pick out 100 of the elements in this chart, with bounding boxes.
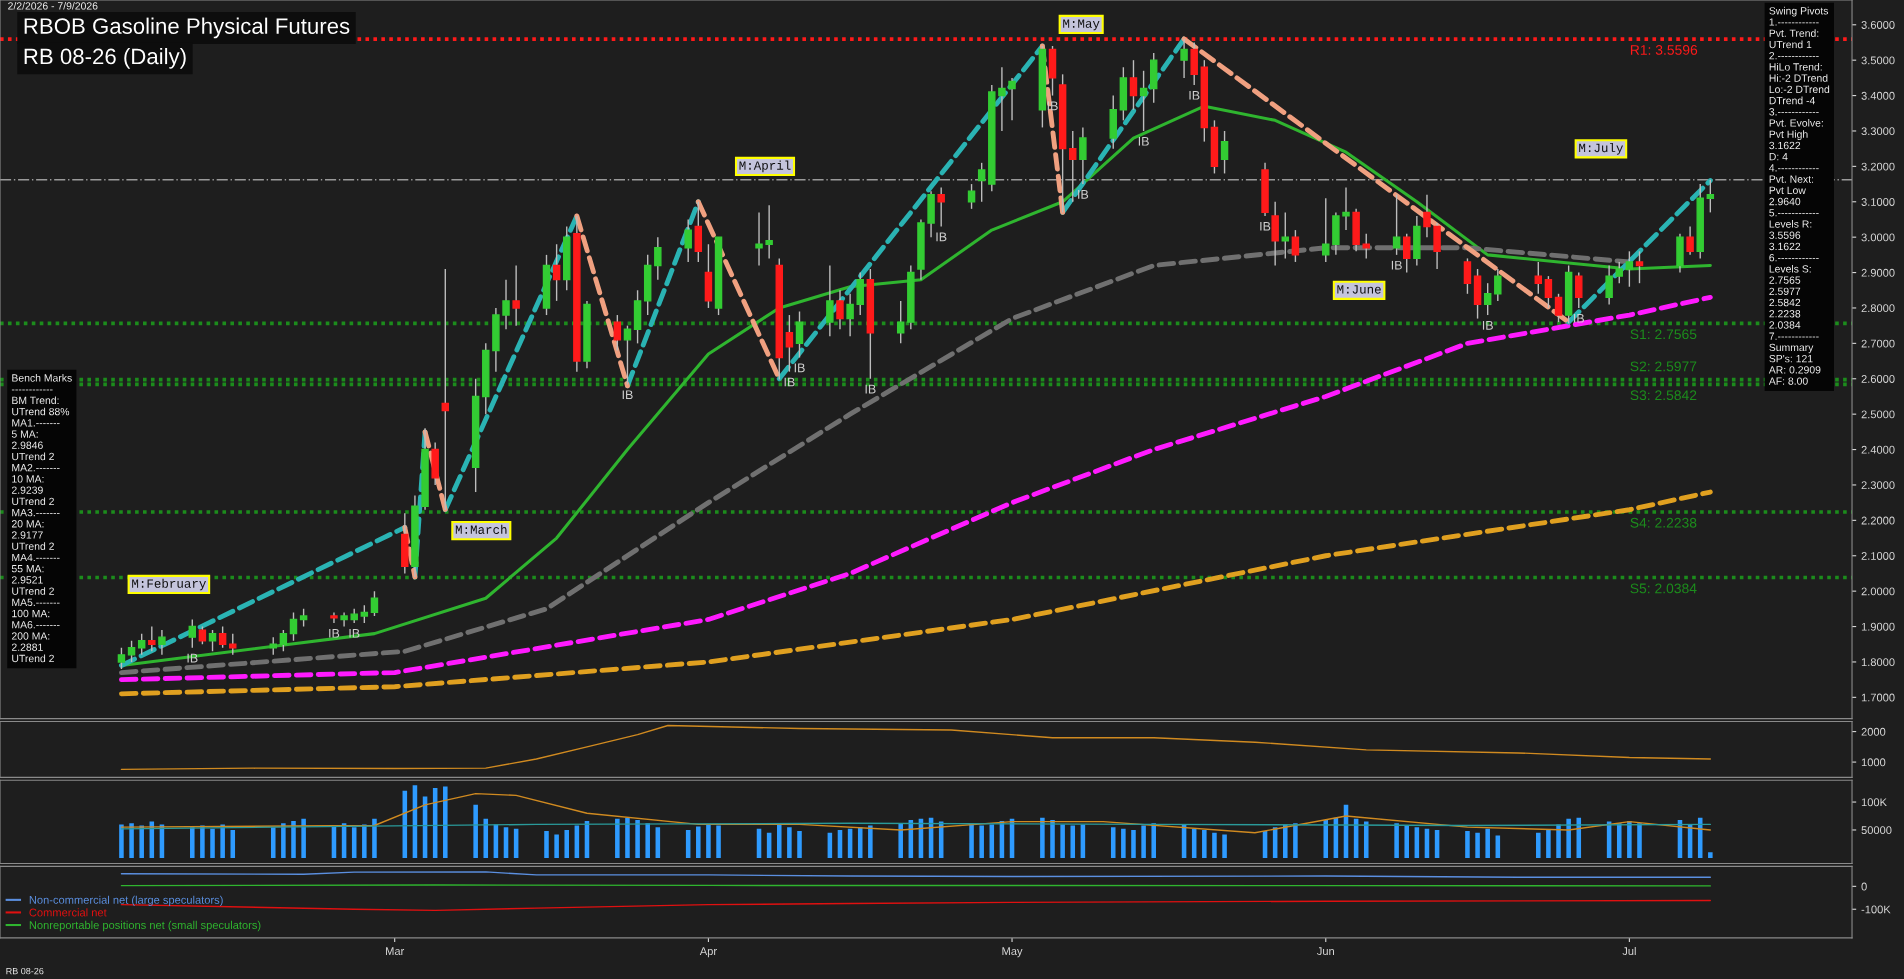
y-tick-label: 3.3000: [1861, 127, 1895, 136]
annotation: IB: [784, 377, 795, 387]
y-tick-label: 1.7000: [1861, 693, 1895, 702]
bar: [1576, 817, 1582, 858]
candlestick: [1423, 193, 1431, 238]
ref-line-label: S5: 2.0384: [1630, 583, 1697, 594]
bar: [1131, 829, 1136, 858]
candlestick: [1069, 130, 1077, 203]
bar: [210, 828, 215, 858]
bar: [776, 824, 782, 858]
bar: [190, 827, 195, 858]
candlestick: [330, 611, 338, 624]
y-tick-label: 2.9000: [1861, 268, 1895, 277]
x-tick-label: Apr: [699, 947, 717, 958]
ref-line-label: S3: 2.5842: [1630, 390, 1697, 401]
annotation: 2/2/2026 - 7/9/2026: [8, 1, 98, 10]
candlestick: [1291, 229, 1300, 263]
candlestick: [218, 625, 227, 649]
bar: [1546, 829, 1551, 858]
y-tick-label: 2.3000: [1861, 481, 1895, 490]
y-tick-label: 0: [1861, 882, 1867, 891]
annotation: IB: [865, 384, 876, 394]
bar: [1404, 825, 1409, 858]
candlestick: [552, 243, 561, 302]
bar: [119, 824, 124, 858]
y-tick-label: 1.8000: [1861, 658, 1895, 667]
bar: [1141, 825, 1146, 858]
candlestick: [289, 611, 298, 642]
y-tick-label: 50000: [1861, 826, 1892, 835]
annotation: M:July: [1579, 142, 1624, 155]
y-tick-label: 2.4000: [1861, 445, 1895, 454]
candlestick: [846, 293, 854, 337]
bar: [797, 831, 802, 858]
text: RB 08-26 (Daily): [24, 47, 186, 69]
text: Bench Marks ------------ BM Trend: UTrend 88% MA1.------- 5 MA: 2.9846 UTrend 2 MA2.------- 10 MA: 2.9239 UTrend 2 MA3.------- 20 MA: 2.9177 UTrend 2 MA4.------- 55 MA: 2.9521 UTrend 2 MA5.------- 100 MA: MA6.------- 200 MA: 2.2881 UTrend 2: [11, 373, 72, 663]
text: RB 08-26: [6, 967, 44, 975]
ref-line-label: S4: 2.2238: [1630, 517, 1697, 528]
bar: [1536, 832, 1541, 858]
bar: [979, 825, 984, 858]
bar: [1070, 825, 1076, 858]
y-tick-label: 3.6000: [1861, 21, 1895, 29]
candlestick: [1494, 268, 1502, 302]
candlestick: [1392, 193, 1401, 256]
bar: [372, 818, 377, 858]
candlestick: [684, 218, 692, 263]
candlestick: [1605, 264, 1613, 306]
candlestick: [188, 618, 197, 649]
annotation: IB: [1138, 136, 1149, 146]
bar: [1060, 824, 1065, 858]
annotation: IB: [329, 629, 340, 638]
text: Swing Pivots 1.------------ Pvt. Trend: UTrend 1 2.------------ HiLo Trend: Hi:-2 DTrend Lo:-2 DTrend DTrend -4 3.------------ Pvt. Evolve: Pvt High 3.1622 D: 4 4.------------ Pvt. Next: Pvt Low 2.9640 5.------------ Levels R: 3.5596 3.1622 6.------------ Levels S: 2.7565 2.5977 2.5842 2.2238 2.0384 7.------------ Summary SP's: 121 AR: 0.2909 AF: 8.00: [1768, 6, 1830, 385]
annotation: M:May: [1063, 19, 1100, 31]
bar: [625, 817, 630, 858]
candlestick: [1402, 232, 1411, 274]
candlestick: [755, 211, 763, 267]
bar: [787, 827, 792, 858]
annotation: IB: [1391, 260, 1402, 270]
line-series: [120, 792, 1712, 834]
candlestick: [765, 204, 773, 260]
bar: [220, 824, 225, 858]
annotation: IB: [936, 232, 947, 242]
annotation: IB: [794, 363, 805, 373]
candlestick: [1483, 282, 1492, 316]
candlestick: [1575, 271, 1583, 309]
x-tick-label: Mar: [386, 947, 405, 956]
candlestick: [279, 629, 288, 653]
bar: [1637, 823, 1642, 858]
y-tick-label: 3.2000: [1861, 162, 1895, 171]
candlestick: [977, 162, 986, 203]
candlestick: [1220, 130, 1229, 175]
bar: [230, 829, 236, 858]
candlestick: [1635, 250, 1644, 284]
y-tick-label: -100K: [1861, 905, 1891, 914]
annotation: M:March: [455, 524, 507, 534]
bar: [1627, 821, 1632, 858]
annotation: IB: [1189, 90, 1200, 100]
candlestick: [623, 324, 632, 386]
bar: [857, 827, 863, 858]
candlestick: [158, 629, 166, 656]
annotation: IB: [1574, 313, 1585, 323]
candlestick: [795, 310, 804, 359]
bar: [1363, 821, 1369, 858]
y-tick-label: 2.1000: [1861, 552, 1895, 560]
candlestick: [1079, 126, 1087, 185]
bar: [443, 786, 448, 858]
bar: [716, 825, 721, 858]
candlestick: [1180, 38, 1188, 79]
bar: [868, 825, 873, 858]
line-series: [119, 294, 1713, 683]
y-tick-label: 3.5000: [1861, 56, 1895, 65]
y-tick-label: 3.4000: [1861, 91, 1895, 100]
annotation: M:June: [1337, 285, 1381, 294]
bar: [1616, 823, 1622, 858]
candlestick: [937, 186, 945, 228]
y-tick-label: 1000: [1861, 758, 1886, 767]
bar: [696, 826, 701, 858]
text: RBOB Gasoline Physical Futures: [24, 17, 350, 39]
bar: [473, 804, 478, 858]
candlestick: [137, 632, 146, 656]
bar: [635, 819, 640, 858]
